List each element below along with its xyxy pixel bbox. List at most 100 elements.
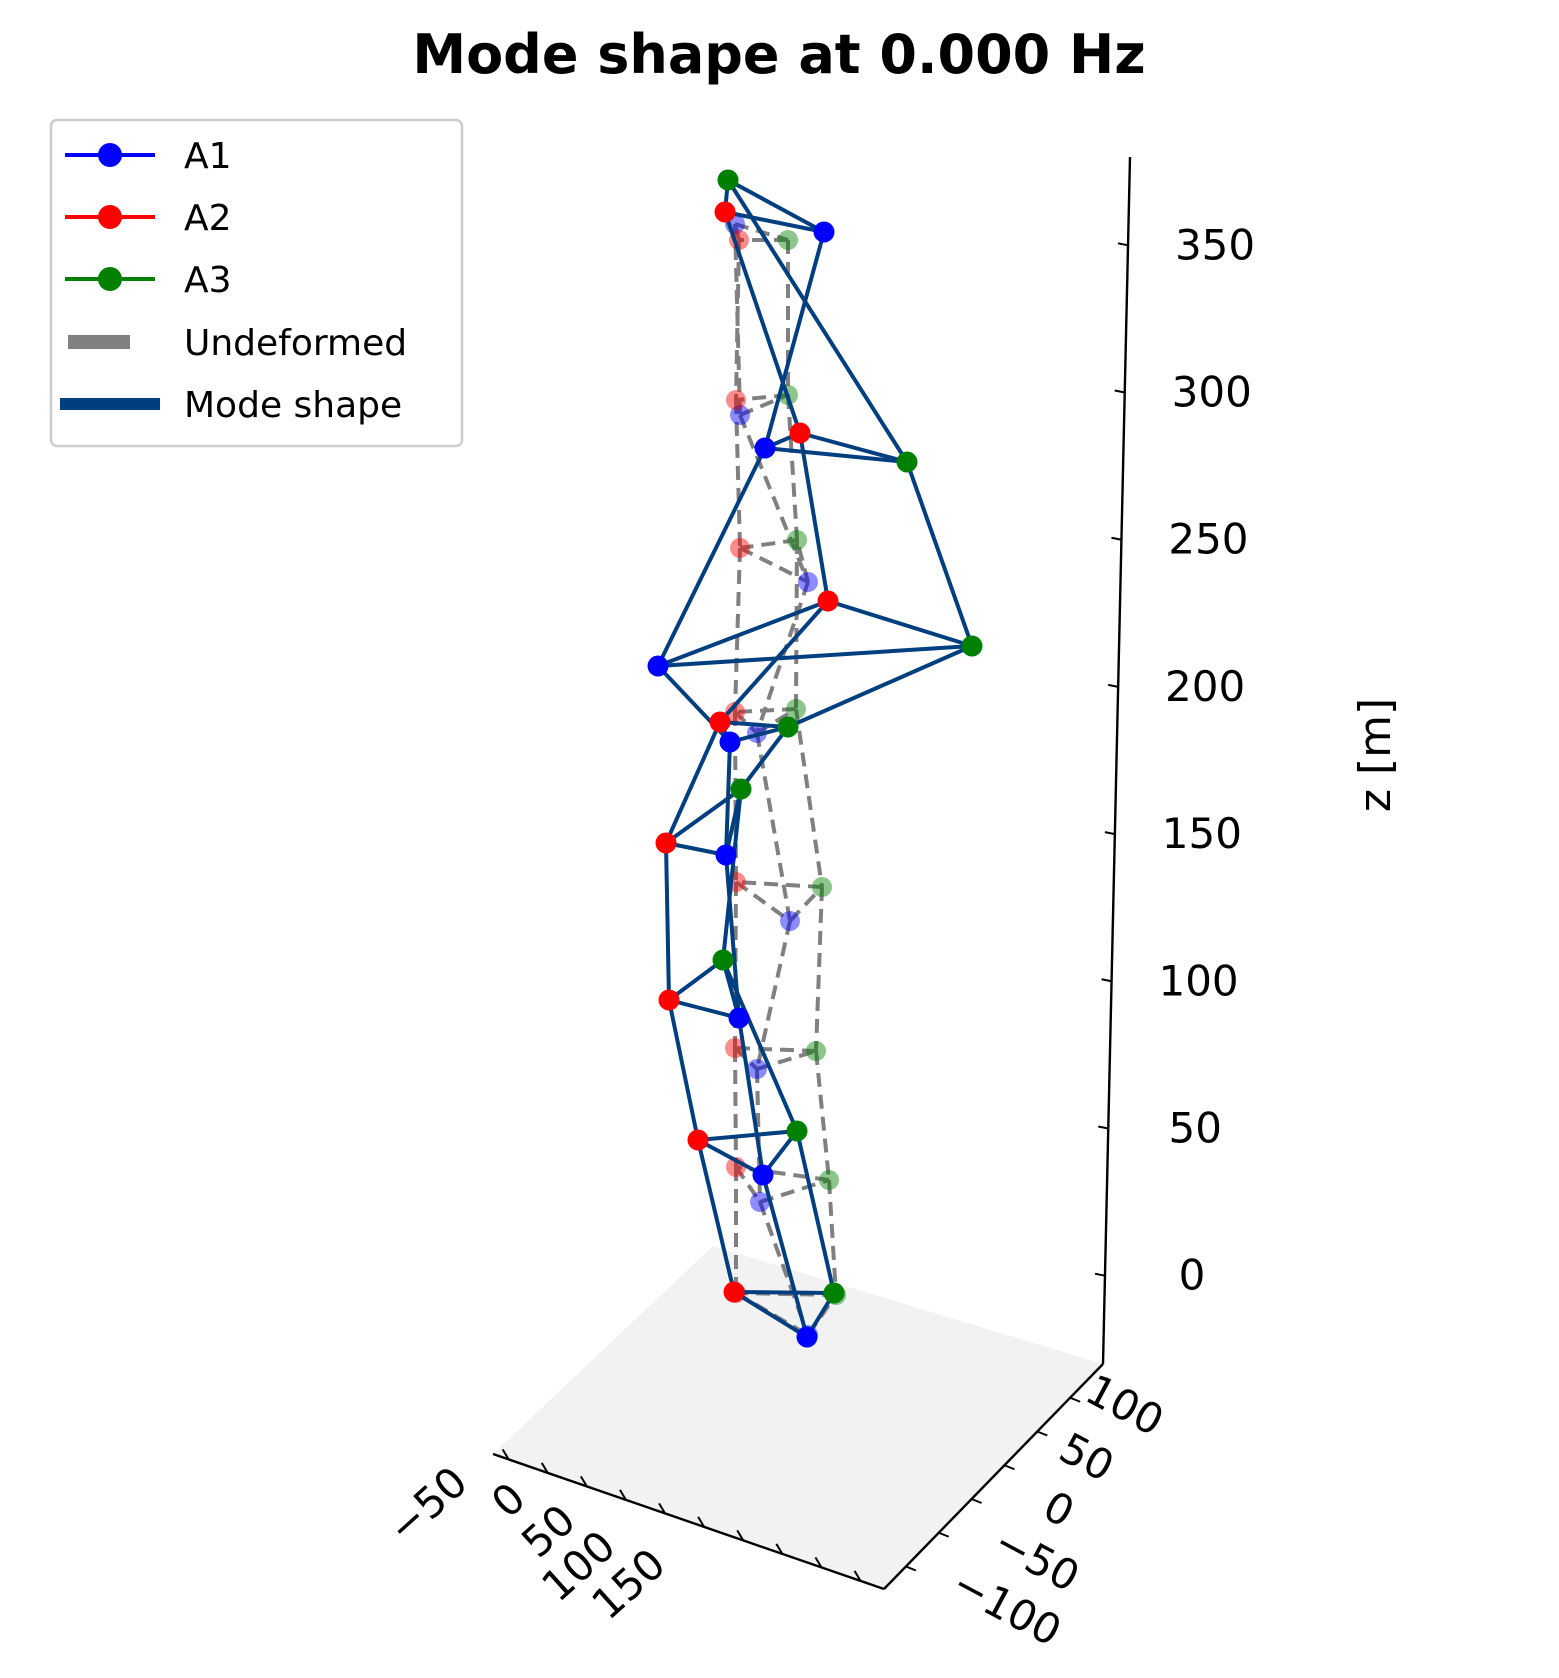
legend-entry: Undeformed <box>68 323 407 364</box>
legend-marker <box>98 143 122 167</box>
legend-entry: Mode shape <box>60 385 402 426</box>
y-tick-mark <box>905 1565 917 1572</box>
undeformed-member <box>739 393 789 417</box>
undeformed-member <box>733 547 742 713</box>
y-tick-mark <box>1004 1464 1015 1471</box>
mode-shape-member <box>799 431 908 464</box>
y-tick-label: 50 <box>1052 1423 1122 1491</box>
mode-shape-node <box>754 437 776 459</box>
mode-shape-member <box>667 999 700 1141</box>
undeformed-member <box>788 885 824 923</box>
mode-shape-node <box>752 1164 774 1186</box>
mode-shape-node <box>719 731 741 753</box>
mode-shape-member <box>732 1290 809 1339</box>
y-axis-line <box>883 1363 1104 1590</box>
z-axis-line <box>1101 156 1132 1365</box>
x-tick-label: −50 <box>378 1457 477 1553</box>
undeformed-member <box>739 538 798 550</box>
mode-shape-member <box>664 842 671 1001</box>
mode-shape-member <box>668 998 740 1020</box>
mode-shape-node <box>714 201 736 223</box>
x-tick-mark <box>853 1570 862 1582</box>
undeformed-member <box>755 707 798 735</box>
x-tick-mark <box>697 1516 705 1528</box>
undeformed-member <box>733 1047 738 1168</box>
mode-shape-member <box>723 211 802 434</box>
undeformed-member <box>735 880 823 889</box>
mode-shape-member <box>827 599 973 648</box>
mode-shape-node <box>687 1129 709 1151</box>
undeformed-member <box>755 732 792 922</box>
undeformed-node <box>798 572 818 592</box>
legend-entry: A2 <box>65 198 232 239</box>
undeformed-member <box>814 1050 831 1181</box>
undeformed-member <box>734 399 742 549</box>
undeformed-member <box>734 1165 762 1204</box>
z-tick-label: 200 <box>1165 662 1245 711</box>
x-tick-mark <box>658 1502 666 1514</box>
mode-shape-node <box>730 778 752 800</box>
mode-shape-member <box>763 231 826 449</box>
y-tick-mark <box>1069 1396 1081 1403</box>
z-tick-mark <box>1107 683 1119 688</box>
mode-shape-member <box>667 958 725 1002</box>
z-tick-mark <box>1098 1125 1109 1130</box>
undeformed-node <box>812 877 832 897</box>
undeformed-node <box>786 699 806 719</box>
mode-shape-node <box>715 844 737 866</box>
undeformed-node <box>778 230 798 250</box>
undeformed-node <box>747 1059 767 1079</box>
mode-shape-member <box>664 787 743 845</box>
x-tick-mark <box>775 1543 784 1555</box>
undeformed-node <box>726 390 746 410</box>
x-tick-mark <box>540 1462 549 1474</box>
mode-shape-node <box>961 635 983 657</box>
mode-shape-node <box>712 949 734 971</box>
legend-entry: A3 <box>65 260 232 301</box>
mode-shape-node <box>723 1281 745 1303</box>
undeformed-node <box>730 538 750 558</box>
mode-shape-member <box>798 432 830 602</box>
mode-shape-member <box>721 788 743 961</box>
undeformed-member <box>814 886 824 1052</box>
mode-shape-member <box>787 644 973 729</box>
mode-shape-member <box>737 1017 765 1176</box>
legend: A1 A2 A3 Undeformed Mode shape <box>49 118 464 448</box>
mode-shape-member <box>733 1290 835 1295</box>
undeformed-member <box>734 239 741 401</box>
legend-label: A1 <box>184 136 232 177</box>
z-tick-label: 350 <box>1175 220 1255 269</box>
mode-shape-points <box>647 169 983 1348</box>
y-tick-mark <box>971 1498 982 1504</box>
undeformed-node <box>819 1170 839 1190</box>
mode-shape-member <box>697 1138 764 1177</box>
mode-shape-node <box>817 590 839 612</box>
legend-entry: A1 <box>65 136 232 177</box>
z-tick-mark <box>1101 978 1112 983</box>
mode-shape-node <box>717 169 739 191</box>
mode-shape-member <box>764 446 908 464</box>
undeformed-member <box>733 710 759 735</box>
mode-shape-node <box>786 1120 808 1142</box>
mode-shape-member <box>697 1129 798 1142</box>
z-tick-mark <box>1117 242 1129 247</box>
mode-shape-member <box>761 1174 809 1338</box>
z-tick-label: 150 <box>1162 809 1242 858</box>
undeformed-member <box>827 1179 838 1296</box>
undeformed-node <box>725 1038 745 1058</box>
legend-label: A3 <box>184 260 232 301</box>
mode-shape-node <box>709 711 731 733</box>
y-tick-mark <box>938 1531 950 1538</box>
y-tick-label: 0 <box>1036 1481 1083 1537</box>
mode-shape-node <box>658 989 680 1011</box>
z-tick-label: 0 <box>1179 1251 1206 1300</box>
mode-shape-member <box>664 721 722 844</box>
legend-marker <box>98 267 122 291</box>
undeformed-node <box>730 405 750 425</box>
mode-shape-member <box>657 644 973 668</box>
x-tick-mark <box>579 1475 588 1487</box>
undeformed-member <box>759 1178 830 1204</box>
x-tick-mark <box>736 1529 745 1541</box>
mode-shape-member <box>721 959 799 1132</box>
